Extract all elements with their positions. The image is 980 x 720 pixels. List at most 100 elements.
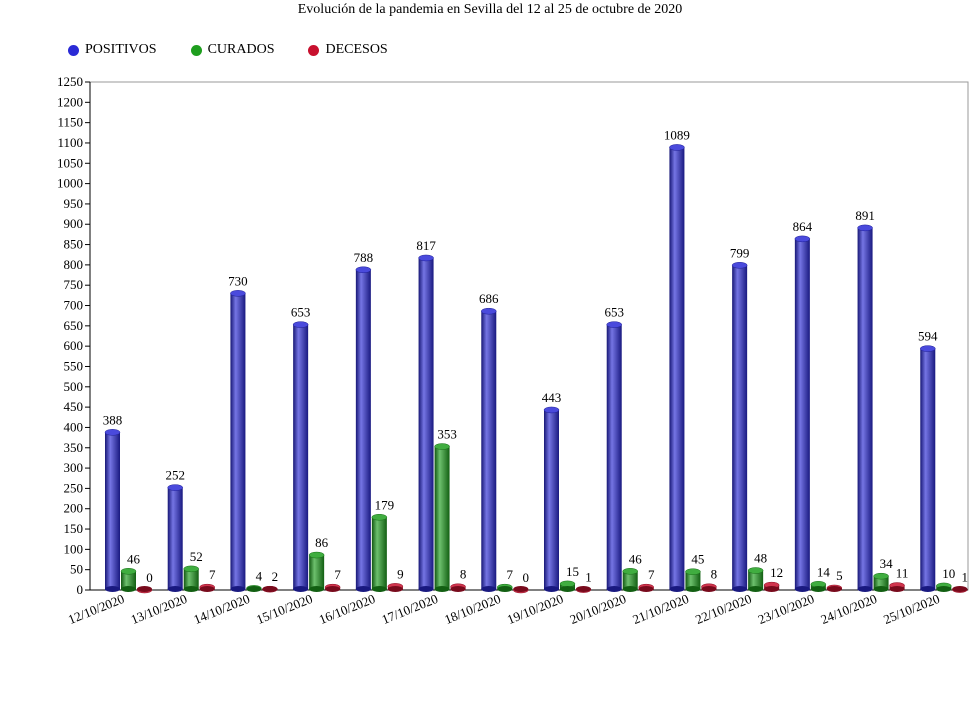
data-label-decesos: 5 — [836, 568, 843, 583]
y-tick-label: 700 — [64, 298, 84, 313]
data-label-positivos: 730 — [228, 273, 248, 288]
bar-base-positivos — [230, 586, 246, 592]
bar-base-decesos — [262, 586, 278, 592]
data-label-curados: 48 — [754, 550, 767, 565]
y-tick-label: 350 — [64, 440, 84, 455]
bar-base-curados — [810, 586, 826, 592]
bar-base-positivos — [732, 586, 748, 592]
data-label-curados: 7 — [507, 567, 514, 582]
data-label-curados: 86 — [315, 535, 329, 550]
y-tick-label: 500 — [64, 379, 84, 394]
bar-positivos — [606, 324, 622, 590]
bar-base-curados — [246, 586, 262, 592]
bar-cap-positivos — [794, 235, 811, 243]
bar-base-curados — [497, 586, 513, 592]
x-tick-label: 21/10/2020 — [630, 591, 691, 627]
bar-curados — [309, 555, 325, 590]
bar-base-positivos — [418, 586, 434, 592]
data-label-positivos: 653 — [604, 305, 624, 320]
bar-base-decesos — [764, 586, 780, 592]
bar-base-decesos — [450, 586, 466, 592]
bar-base-positivos — [105, 586, 120, 592]
y-tick-label: 250 — [64, 480, 84, 495]
bar-curados — [434, 446, 450, 590]
bar-cap-positivos — [418, 254, 434, 262]
y-tick-label: 200 — [64, 501, 84, 516]
bar-cap-curados — [434, 443, 450, 450]
bar-curados — [748, 570, 764, 590]
bar-cap-curados — [622, 568, 638, 575]
bar-cap-positivos — [669, 144, 685, 151]
bar-base-decesos — [701, 586, 717, 592]
bar-cap-curados — [685, 568, 701, 575]
y-tick-label: 1200 — [57, 94, 83, 109]
data-label-positivos: 388 — [103, 412, 123, 427]
bar-cap-curados — [747, 567, 764, 574]
legend-label-decesos: DECESOS — [325, 42, 388, 57]
x-tick-label: 19/10/2020 — [505, 591, 566, 627]
data-label-positivos: 864 — [793, 219, 813, 234]
y-tick-label: 50 — [70, 562, 83, 577]
y-tick-label: 550 — [64, 358, 84, 373]
x-tick-label: 20/10/2020 — [568, 591, 629, 627]
legend-marker-curados — [190, 44, 202, 56]
bar-base-positivos — [481, 586, 497, 592]
data-label-decesos: 0 — [146, 570, 153, 585]
data-label-decesos: 8 — [460, 567, 467, 582]
bar-base-positivos — [669, 586, 685, 592]
legend-item-curados: CURADOS — [190, 42, 274, 58]
data-label-positivos: 686 — [479, 291, 499, 306]
data-label-curados: 10 — [942, 566, 955, 581]
bar-cap-curados — [183, 565, 199, 573]
data-label-curados: 353 — [437, 427, 457, 442]
bar-base-curados — [371, 586, 387, 592]
data-label-positivos: 594 — [918, 329, 938, 344]
data-label-decesos: 1 — [962, 570, 969, 585]
bar-base-positivos — [355, 586, 371, 592]
bar-base-curados — [121, 586, 136, 592]
bar-base-positivos — [920, 586, 936, 592]
data-label-positivos: 252 — [165, 468, 185, 483]
chart-title: Evolución de la pandemia en Sevilla del … — [297, 2, 683, 17]
bar-positivos — [794, 238, 810, 590]
bar-base-decesos — [889, 586, 905, 592]
bar-curados — [685, 571, 701, 590]
bar-base-curados — [309, 586, 325, 592]
bar-cap-positivos — [355, 266, 372, 274]
x-tick-label: 16/10/2020 — [317, 591, 378, 627]
data-label-positivos: 891 — [855, 208, 875, 223]
bar-base-decesos — [387, 586, 403, 592]
bar-base-decesos — [137, 586, 152, 592]
bar-base-decesos — [638, 586, 654, 592]
y-tick-label: 0 — [77, 582, 84, 597]
bar-cap-curados — [308, 551, 325, 559]
data-label-positivos: 1089 — [664, 127, 690, 142]
bar-cap-curados — [120, 568, 137, 575]
data-label-curados: 34 — [880, 556, 894, 571]
bar-curados — [183, 568, 199, 590]
x-tick-label: 13/10/2020 — [129, 591, 190, 627]
bar-cap-curados — [873, 572, 889, 580]
bar-cap-positivos — [167, 484, 183, 491]
data-label-decesos: 11 — [896, 566, 909, 581]
legend: POSITIVOS CURADOS DECESOS — [68, 42, 388, 58]
y-tick-label: 650 — [64, 318, 84, 333]
bar-cap-positivos — [230, 290, 246, 297]
bar-base-curados — [560, 586, 575, 592]
bar-base-curados — [434, 586, 450, 592]
y-tick-label: 1100 — [57, 135, 83, 150]
bar-base-positivos — [794, 586, 810, 592]
data-label-decesos: 1 — [585, 570, 592, 585]
y-tick-label: 950 — [64, 196, 84, 211]
bar-positivos — [230, 293, 246, 590]
bar-base-curados — [873, 586, 889, 592]
data-label-decesos: 9 — [397, 566, 404, 581]
bar-base-decesos — [576, 586, 591, 592]
bar-cap-curados — [371, 514, 388, 521]
data-label-curados: 179 — [375, 497, 395, 512]
data-label-curados: 45 — [691, 552, 704, 567]
bar-positivos — [167, 487, 183, 590]
bar-positivos — [481, 311, 497, 590]
x-tick-label: 18/10/2020 — [442, 591, 503, 627]
